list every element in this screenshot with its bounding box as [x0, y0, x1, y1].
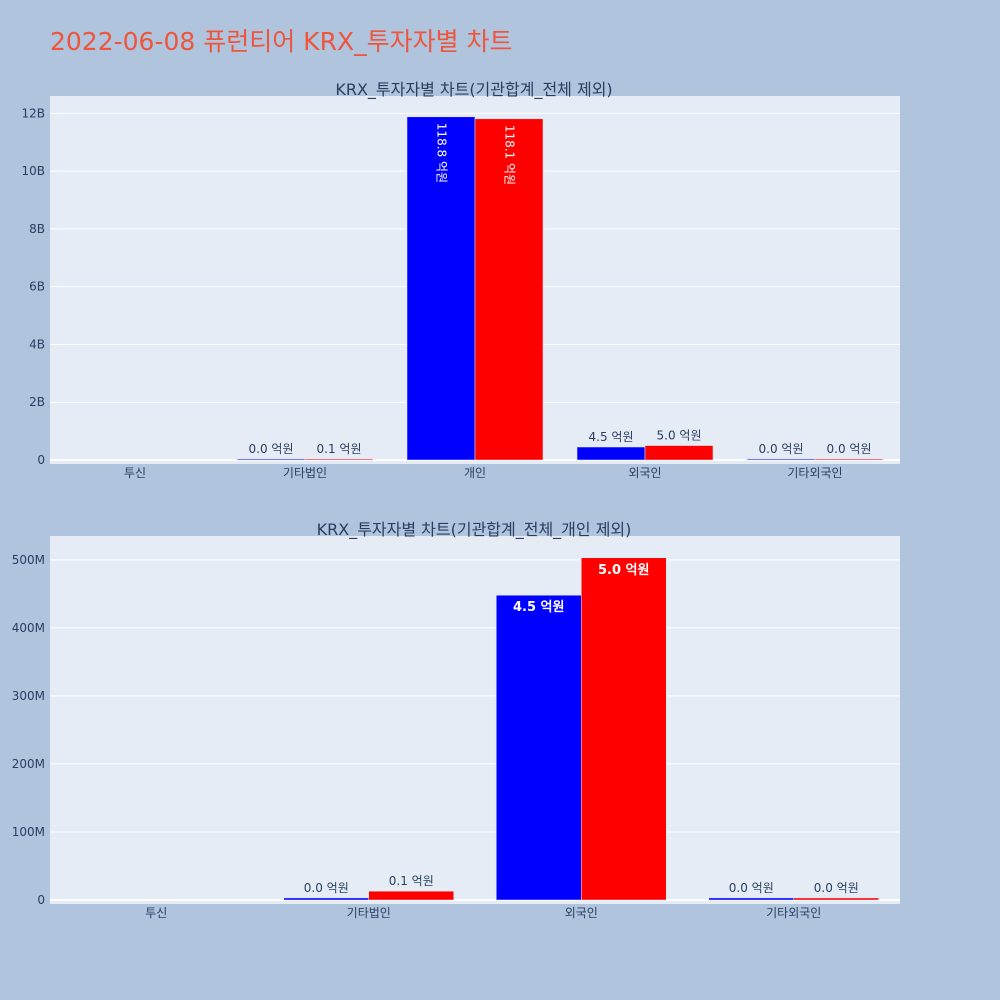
y-tick-label: 2B: [29, 395, 45, 409]
data-label: 5.0 억원: [657, 429, 702, 443]
y-tick-label: 200M: [12, 757, 45, 771]
bar: [644, 445, 714, 461]
y-tick-label: 10B: [21, 164, 45, 178]
bar: [368, 890, 454, 901]
x-tick-label: 투신: [124, 466, 146, 480]
y-tick-label: 0: [37, 893, 45, 907]
bar: [496, 594, 582, 901]
data-label: 0.1 억원: [317, 442, 362, 456]
bar: [708, 897, 794, 901]
y-tick-label: 6B: [29, 280, 45, 294]
bar: [304, 458, 374, 461]
bar: [746, 458, 816, 461]
chart-individual-included: KRX_투자자별 차트(기관합계_전체 제외) 0 2B 4B 6B 8B 10B 12B 투…: [21, 80, 900, 480]
y-tick-label: 100M: [12, 825, 45, 839]
bar: [793, 897, 879, 901]
y-tick-label: 400M: [12, 621, 45, 635]
y-tick-label: 0: [37, 453, 45, 467]
data-label: 5.0 억원: [598, 563, 649, 578]
data-label: 0.0 억원: [827, 442, 872, 456]
chart-title: KRX_투자자별 차트(기관합계_전체_개인 제외): [317, 520, 632, 540]
data-label: 118.1 억원: [503, 125, 517, 185]
data-label: 118.8 억원: [435, 123, 449, 183]
y-tick-label: 4B: [29, 337, 45, 351]
x-tick-label: 개인: [464, 466, 486, 480]
y-tick-label: 500M: [12, 553, 45, 567]
bar: [581, 557, 667, 901]
data-label: 0.0 억원: [249, 442, 294, 456]
x-tick-label: 기타법인: [347, 906, 391, 920]
bar: [814, 458, 884, 461]
page-title: 2022-06-08 퓨런티어 KRX_투자자별 차트: [50, 27, 513, 56]
bar: [406, 116, 476, 461]
data-label: 0.0 억원: [729, 881, 774, 895]
chart-individual-excluded: KRX_투자자별 차트(기관합계_전체_개인 제외) 0 100M 200M 300M…: [12, 520, 900, 920]
y-tick-label: 12B: [21, 106, 45, 120]
plot-area: [50, 536, 900, 904]
x-tick-label: 기타외국인: [787, 466, 842, 480]
data-label: 0.1 억원: [389, 874, 434, 888]
chart-title: KRX_투자자별 차트(기관합계_전체 제외): [335, 80, 612, 100]
data-label: 0.0 억원: [759, 442, 804, 456]
bar: [576, 446, 646, 461]
y-tick-label: 8B: [29, 222, 45, 236]
data-label: 4.5 억원: [589, 430, 634, 444]
x-tick-label: 기타외국인: [766, 906, 821, 920]
bar: [236, 458, 306, 461]
bar: [283, 897, 369, 901]
data-label: 0.0 억원: [304, 881, 349, 895]
data-label: 4.5 억원: [513, 600, 564, 615]
x-tick-label: 외국인: [628, 466, 661, 480]
y-tick-label: 300M: [12, 689, 45, 703]
x-tick-label: 기타법인: [283, 466, 327, 480]
data-label: 0.0 억원: [814, 881, 859, 895]
x-tick-label: 외국인: [565, 906, 598, 920]
bar: [474, 118, 544, 461]
x-tick-label: 투신: [145, 906, 167, 920]
